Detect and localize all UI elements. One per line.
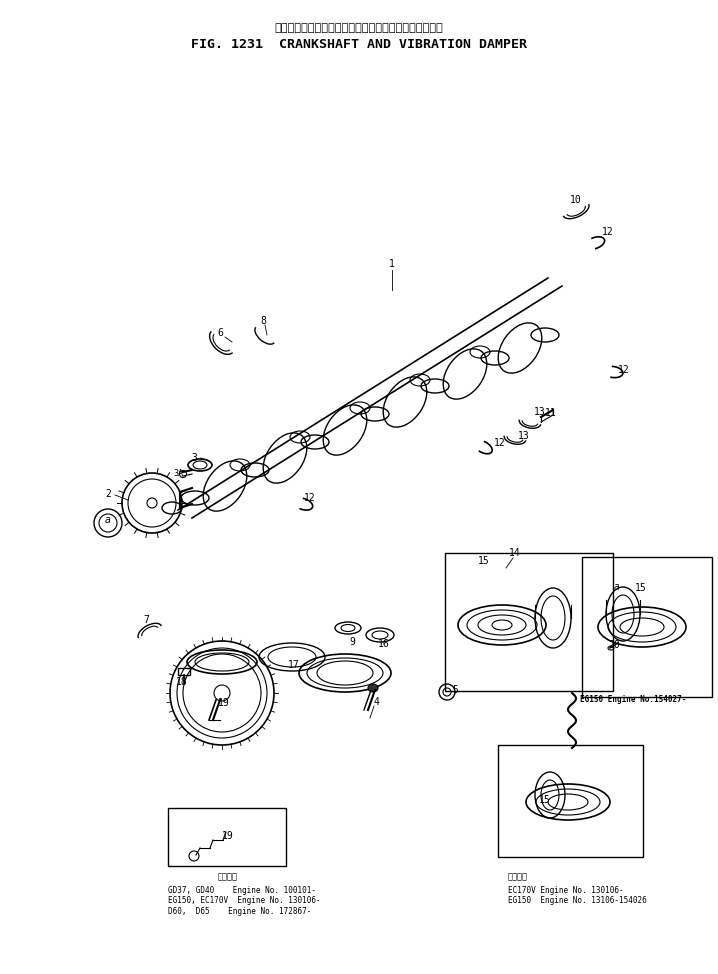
Text: 19: 19 [218,698,230,708]
Text: 1: 1 [389,259,395,269]
Text: 15: 15 [635,583,647,593]
Bar [498,745,643,857]
Text: 13: 13 [518,431,530,441]
Text: 4: 4 [373,697,379,707]
Text: 12: 12 [494,438,506,448]
Ellipse shape [368,684,378,692]
Text: GD37, GD40    Engine No. 100101-
EG150, EC170V  Engine No. 130106-
D60,  D65    : GD37, GD40 Engine No. 100101- EG150, EC1… [168,886,321,916]
Text: 5: 5 [452,685,458,695]
Bar [168,808,286,866]
Text: 14: 14 [509,548,521,558]
Text: 10: 10 [570,195,582,205]
Text: 12: 12 [602,227,614,237]
Text: 8: 8 [260,316,266,326]
Text: 15: 15 [478,556,490,566]
Text: 9: 9 [349,637,355,647]
Text: 12: 12 [304,493,316,503]
Text: 3A: 3A [173,469,183,478]
Bar [445,553,613,691]
Text: 19: 19 [222,831,234,841]
Text: 13: 13 [534,407,546,417]
Text: EG150 Engine No.154027-: EG150 Engine No.154027- [580,695,686,704]
Text: 18: 18 [176,677,188,687]
Text: 17: 17 [288,660,300,670]
Text: 3: 3 [191,453,197,463]
Text: EC170V Engine No. 130106-
EG150  Engine No. 13106-154026: EC170V Engine No. 130106- EG150 Engine N… [508,886,647,906]
Text: a: a [614,582,620,592]
Text: 6: 6 [217,328,223,338]
Text: 2: 2 [105,489,111,499]
Text: 12: 12 [618,365,630,375]
Bar [178,668,190,675]
Text: 7: 7 [143,615,149,625]
Text: 適用機種: 適用機種 [218,873,238,881]
Text: 20: 20 [608,640,620,650]
Text: 適用機種: 適用機種 [508,873,528,881]
Text: 15: 15 [539,795,551,805]
Text: FIG. 1231  CRANKSHAFT AND VIBRATION DAMPER: FIG. 1231 CRANKSHAFT AND VIBRATION DAMPE… [191,39,527,52]
Text: 11: 11 [545,408,557,418]
Text: a: a [105,515,111,525]
Text: クランクシャフト　および　バイブレーション　ダンパ: クランクシャフト および バイブレーション ダンパ [274,23,444,33]
Bar [582,557,712,697]
Text: 16: 16 [378,639,390,649]
